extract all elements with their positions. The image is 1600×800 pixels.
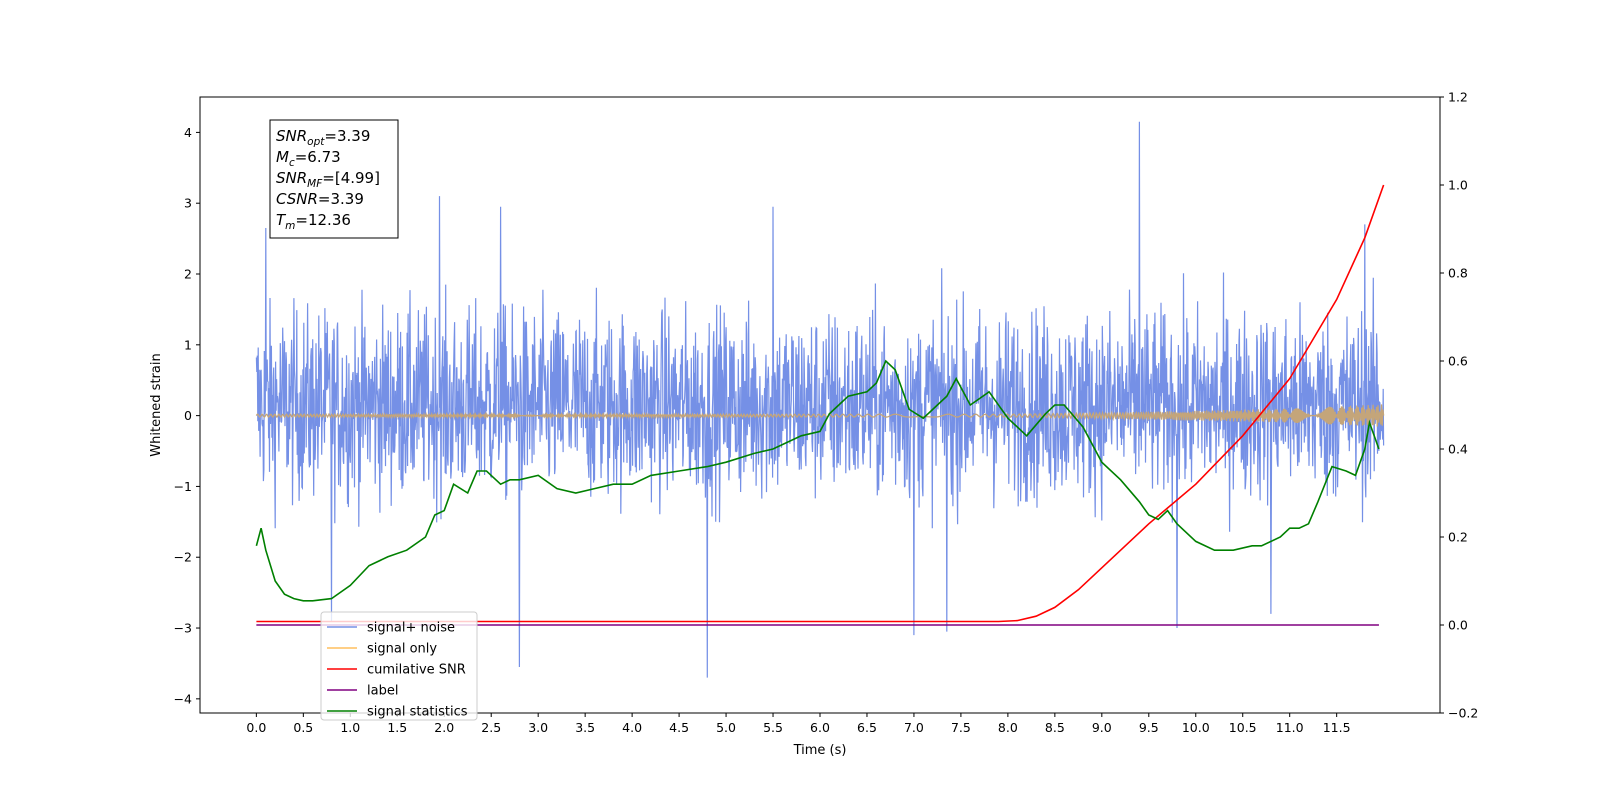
x-tick-label: 6.0 [810, 720, 830, 735]
legend: signal+ noise signal only cumilative SNR la… [320, 611, 478, 721]
x-tick-label: 11.0 [1276, 720, 1304, 735]
legend-label: signal statistics [367, 705, 468, 720]
series-cumulative-snr-line [256, 184, 1385, 623]
info-subscript: m [285, 220, 295, 232]
x-axis-label: Time (s) [793, 743, 847, 758]
info-value: =3.39 [324, 127, 370, 145]
y-tick-label: −3 [174, 621, 192, 636]
x-tick-label: 8.0 [998, 720, 1018, 735]
y-tick-label: 4 [184, 125, 192, 140]
x-tick-label: 5.5 [763, 720, 783, 735]
x-tick-label: 10.0 [1182, 720, 1210, 735]
y2-tick-label: 0.0 [1448, 618, 1468, 633]
x-tick-label: 1.5 [387, 720, 407, 735]
legend-label: signal+ noise [367, 621, 455, 636]
x-tick-label: 2.5 [481, 720, 501, 735]
y2-axis-ticks: −0.2 0.0 0.2 0.4 0.6 0.8 1.0 1.2 [1440, 90, 1478, 721]
y-axis-ticks: −4 −3 −2 −1 0 1 2 3 4 [174, 125, 200, 706]
y-tick-label: 3 [184, 196, 192, 211]
y-tick-label: 0 [184, 408, 192, 423]
info-box: SNRopt=3.39Mc=6.73SNRMF=[4.99]CSNR=3.39T… [269, 119, 399, 239]
legend-frame [320, 611, 478, 721]
y-axis-label: Whitened strain [149, 353, 164, 456]
x-tick-label: 0.0 [246, 720, 266, 735]
x-tick-label: 3.0 [528, 720, 548, 735]
info-subscript: MF [307, 178, 323, 190]
x-tick-label: 9.0 [1092, 720, 1112, 735]
info-value: =6.73 [295, 148, 341, 166]
info-box-line: CSNR=3.39 [276, 190, 364, 208]
x-tick-label: 5.0 [716, 720, 736, 735]
info-value: =12.36 [295, 211, 351, 229]
info-value: =[4.99] [322, 169, 380, 187]
y-tick-label: −1 [174, 479, 192, 494]
x-tick-label: 7.5 [951, 720, 971, 735]
info-box-line: SNRMF=[4.99] [276, 169, 380, 190]
y2-tick-label: −0.2 [1448, 706, 1478, 721]
y-tick-label: 2 [184, 267, 192, 282]
y2-tick-label: 1.2 [1448, 90, 1468, 105]
y-tick-label: −4 [174, 691, 192, 706]
info-symbol: T [276, 211, 287, 229]
legend-label: cumilative SNR [367, 663, 466, 678]
info-subscript: c [289, 157, 295, 169]
info-subscript: opt [307, 136, 325, 148]
x-tick-label: 0.5 [293, 720, 313, 735]
x-tick-label: 4.5 [669, 720, 689, 735]
y-tick-label: −2 [174, 550, 192, 565]
info-box-line: SNRopt=3.39 [276, 127, 370, 148]
x-tick-label: 7.0 [904, 720, 924, 735]
y-tick-label: 1 [184, 337, 192, 352]
x-tick-label: 4.0 [622, 720, 642, 735]
info-symbol: SNR [276, 127, 307, 145]
x-tick-label: 9.5 [1139, 720, 1159, 735]
x-tick-label: 3.5 [575, 720, 595, 735]
info-symbol: SNR [276, 169, 307, 187]
info-box-line: Mc=6.73 [276, 148, 341, 169]
info-value: =3.39 [318, 190, 364, 208]
series-signal-only-line [255, 404, 1385, 427]
y2-tick-label: 0.8 [1448, 266, 1468, 281]
x-tick-label: 1.0 [340, 720, 360, 735]
info-symbol: CSNR [276, 190, 318, 208]
info-box-border [269, 119, 399, 239]
x-tick-label: 11.5 [1323, 720, 1351, 735]
x-axis-ticks: 0.0 0.5 1.0 1.5 2.0 2.5 3.0 3.5 4.0 4.5 5.0 5.5 6.0 6… [246, 713, 1351, 735]
info-symbol: M [276, 148, 289, 166]
x-tick-label: 2.0 [434, 720, 454, 735]
x-tick-label: 10.5 [1229, 720, 1257, 735]
y2-tick-label: 1.0 [1448, 178, 1468, 193]
y2-tick-label: 0.2 [1448, 530, 1468, 545]
series-signal-statistics-line [255, 359, 1380, 602]
y2-tick-label: 0.4 [1448, 442, 1468, 457]
legend-label: label [367, 684, 398, 699]
x-tick-label: 6.5 [857, 720, 877, 735]
y2-tick-label: 0.6 [1448, 354, 1468, 369]
info-box-line: Tm=12.36 [276, 211, 351, 232]
legend-label: signal only [367, 642, 437, 657]
x-tick-label: 8.5 [1045, 720, 1065, 735]
